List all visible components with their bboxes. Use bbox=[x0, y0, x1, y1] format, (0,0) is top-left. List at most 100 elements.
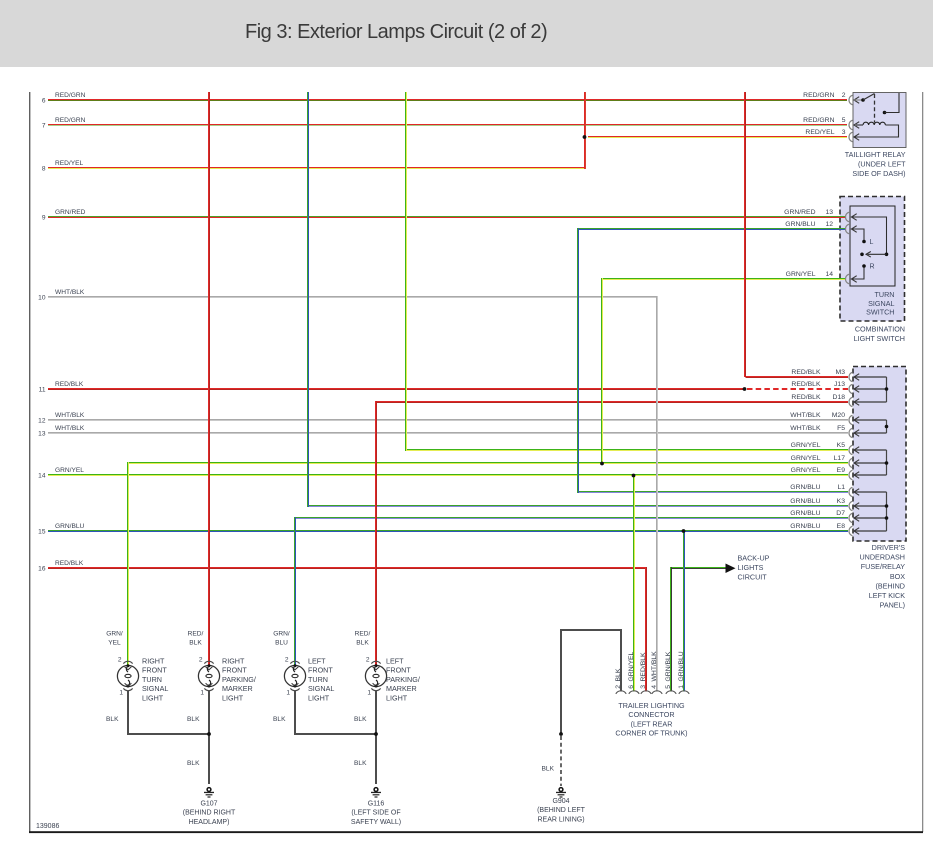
svg-text:9: 9 bbox=[42, 215, 46, 222]
svg-text:FRONT: FRONT bbox=[308, 666, 333, 675]
svg-text:(UNDER LEFT: (UNDER LEFT bbox=[858, 159, 906, 168]
svg-text:CONNECTOR: CONNECTOR bbox=[628, 710, 674, 719]
svg-text:DRIVER'S: DRIVER'S bbox=[872, 543, 906, 552]
svg-text:GRN/RED: GRN/RED bbox=[55, 209, 86, 216]
svg-text:RED/: RED/ bbox=[188, 631, 204, 638]
svg-text:5: 5 bbox=[665, 685, 672, 689]
svg-text:6: 6 bbox=[628, 685, 635, 689]
svg-text:GRN/BLU: GRN/BLU bbox=[55, 523, 85, 530]
svg-text:139086: 139086 bbox=[36, 823, 59, 830]
svg-text:TRAILER LIGHTING: TRAILER LIGHTING bbox=[618, 701, 685, 710]
svg-text:SIDE OF DASH): SIDE OF DASH) bbox=[852, 169, 905, 178]
svg-text:RED/BLK: RED/BLK bbox=[791, 381, 821, 388]
svg-text:M20: M20 bbox=[832, 412, 845, 419]
svg-text:LIGHT: LIGHT bbox=[142, 693, 164, 702]
svg-text:BLK: BLK bbox=[356, 640, 369, 647]
svg-text:3: 3 bbox=[842, 129, 846, 136]
svg-text:BLK: BLK bbox=[354, 716, 367, 723]
svg-text:PARKING/: PARKING/ bbox=[222, 675, 256, 684]
svg-text:G107: G107 bbox=[200, 801, 217, 808]
svg-text:MARKER: MARKER bbox=[386, 684, 417, 693]
svg-text:LIGHTS: LIGHTS bbox=[738, 563, 764, 572]
svg-text:CIRCUIT: CIRCUIT bbox=[738, 572, 768, 581]
svg-text:2: 2 bbox=[285, 657, 289, 664]
svg-text:GRN/YEL: GRN/YEL bbox=[55, 467, 84, 474]
svg-text:MARKER: MARKER bbox=[222, 684, 253, 693]
svg-text:BLK: BLK bbox=[615, 668, 622, 681]
svg-text:RIGHT: RIGHT bbox=[142, 657, 165, 666]
svg-text:HEADLAMP): HEADLAMP) bbox=[189, 819, 230, 826]
svg-text:15: 15 bbox=[38, 529, 46, 536]
svg-text:REAR LINING): REAR LINING) bbox=[537, 816, 584, 823]
svg-text:YEL: YEL bbox=[108, 640, 121, 647]
svg-text:GRN/BLU: GRN/BLU bbox=[790, 523, 820, 530]
svg-text:SAFETY WALL): SAFETY WALL) bbox=[351, 819, 401, 826]
svg-text:RED/BLK: RED/BLK bbox=[791, 394, 821, 401]
svg-text:RED/BLK: RED/BLK bbox=[640, 652, 647, 682]
svg-text:2: 2 bbox=[366, 657, 370, 664]
svg-text:J13: J13 bbox=[834, 381, 845, 388]
svg-text:11: 11 bbox=[39, 387, 46, 394]
svg-text:SIGNAL: SIGNAL bbox=[308, 684, 334, 693]
svg-text:E9: E9 bbox=[837, 467, 846, 474]
svg-text:BLK: BLK bbox=[187, 716, 200, 723]
svg-text:GRN/: GRN/ bbox=[273, 631, 290, 638]
svg-text:GRN/RED: GRN/RED bbox=[784, 209, 815, 216]
svg-text:8: 8 bbox=[42, 166, 46, 173]
svg-text:GRN/BLU: GRN/BLU bbox=[790, 510, 820, 517]
svg-text:RED/YEL: RED/YEL bbox=[805, 129, 834, 136]
svg-text:5: 5 bbox=[842, 117, 846, 124]
svg-text:2: 2 bbox=[118, 657, 122, 664]
svg-text:TAILLIGHT RELAY: TAILLIGHT RELAY bbox=[845, 150, 906, 159]
svg-text:PANEL): PANEL) bbox=[880, 601, 905, 610]
svg-text:GRN/BLU: GRN/BLU bbox=[790, 484, 820, 491]
svg-text:16: 16 bbox=[38, 566, 46, 573]
svg-text:10: 10 bbox=[38, 295, 46, 302]
svg-text:CORNER OF TRUNK): CORNER OF TRUNK) bbox=[615, 729, 687, 738]
svg-text:BOX: BOX bbox=[890, 572, 905, 581]
svg-text:BLK: BLK bbox=[273, 716, 286, 723]
svg-text:13: 13 bbox=[825, 209, 833, 216]
svg-text:4: 4 bbox=[651, 685, 658, 689]
svg-text:RED/: RED/ bbox=[355, 631, 371, 638]
svg-text:G904: G904 bbox=[552, 798, 569, 805]
svg-text:(BEHIND: (BEHIND bbox=[875, 581, 905, 590]
svg-text:R: R bbox=[870, 264, 875, 271]
svg-text:L17: L17 bbox=[834, 455, 846, 462]
svg-text:7: 7 bbox=[42, 123, 46, 130]
svg-text:3: 3 bbox=[640, 685, 647, 689]
svg-text:GRN/: GRN/ bbox=[106, 631, 123, 638]
svg-text:F5: F5 bbox=[837, 425, 845, 432]
svg-text:13: 13 bbox=[38, 431, 46, 438]
svg-text:SWITCH: SWITCH bbox=[866, 308, 894, 317]
svg-text:GRN/BLU: GRN/BLU bbox=[790, 498, 820, 505]
svg-text:TURN: TURN bbox=[142, 675, 162, 684]
svg-text:TURN: TURN bbox=[308, 675, 328, 684]
svg-text:D18: D18 bbox=[833, 394, 846, 401]
svg-text:K3: K3 bbox=[837, 498, 846, 505]
svg-text:BLK: BLK bbox=[106, 716, 119, 723]
svg-text:BLK: BLK bbox=[542, 766, 555, 773]
svg-text:12: 12 bbox=[38, 418, 46, 425]
svg-text:WHT/BLK: WHT/BLK bbox=[790, 425, 821, 432]
svg-text:LIGHT: LIGHT bbox=[386, 693, 408, 702]
svg-text:SIGNAL: SIGNAL bbox=[142, 684, 168, 693]
svg-text:GRN/YEL: GRN/YEL bbox=[791, 467, 821, 474]
svg-text:D7: D7 bbox=[836, 510, 845, 517]
svg-text:GRN/YEL: GRN/YEL bbox=[791, 455, 821, 462]
svg-text:GRN/YEL: GRN/YEL bbox=[786, 271, 816, 278]
svg-text:14: 14 bbox=[825, 271, 833, 278]
svg-text:RED/GRN: RED/GRN bbox=[55, 92, 86, 99]
svg-text:1: 1 bbox=[200, 690, 204, 697]
svg-text:WHT/BLK: WHT/BLK bbox=[55, 289, 85, 296]
svg-text:RED/BLK: RED/BLK bbox=[791, 369, 821, 376]
svg-text:SIGNAL: SIGNAL bbox=[868, 299, 894, 308]
svg-text:RED/BLK: RED/BLK bbox=[55, 560, 84, 567]
svg-text:FUSE/RELAY: FUSE/RELAY bbox=[861, 562, 905, 571]
svg-text:1: 1 bbox=[678, 685, 685, 689]
svg-text:1: 1 bbox=[367, 690, 371, 697]
svg-text:LIGHT SWITCH: LIGHT SWITCH bbox=[854, 334, 905, 343]
svg-text:GRN/YEL: GRN/YEL bbox=[628, 651, 635, 681]
svg-text:BLK: BLK bbox=[354, 760, 367, 767]
svg-text:FRONT: FRONT bbox=[222, 666, 247, 675]
